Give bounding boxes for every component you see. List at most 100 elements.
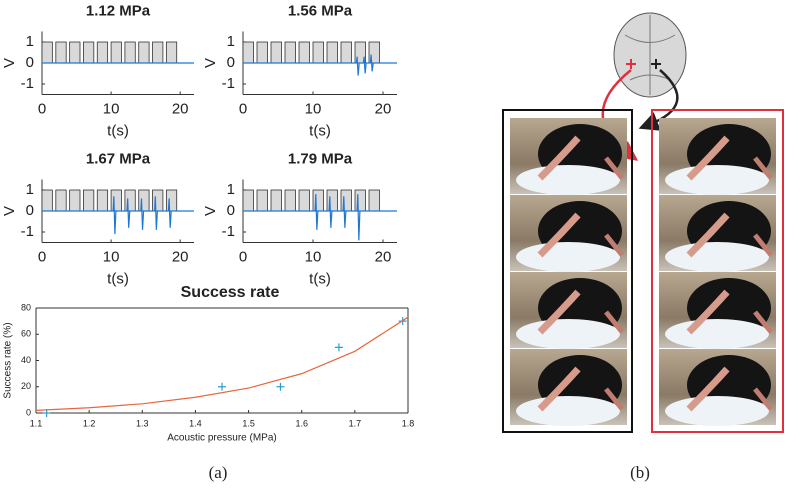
photo bbox=[510, 195, 627, 272]
y-tick-label: 1 bbox=[227, 33, 235, 50]
y-tick-label: 1 bbox=[26, 33, 34, 50]
x-tick-label: 1.4 bbox=[189, 418, 202, 428]
pulse bbox=[312, 41, 324, 64]
y-tick-label: -1 bbox=[21, 75, 34, 92]
x-tick-label: 10 bbox=[305, 100, 322, 117]
pulse bbox=[96, 41, 109, 64]
pulse bbox=[270, 189, 282, 212]
pulse bbox=[110, 189, 122, 212]
x-axis-label: t(s) bbox=[107, 270, 129, 287]
y-tick-label: 40 bbox=[21, 355, 31, 365]
brain-detail bbox=[624, 15, 676, 95]
x-tick-label: 1.8 bbox=[402, 418, 415, 428]
pulse bbox=[340, 41, 352, 64]
caption: (b) bbox=[630, 463, 650, 482]
panel-b bbox=[502, 12, 784, 433]
pulse bbox=[83, 41, 95, 64]
x-tick-label: 20 bbox=[375, 100, 392, 117]
y-tick-label: 0 bbox=[26, 54, 34, 71]
pulse bbox=[138, 41, 150, 64]
y-tick-label: 20 bbox=[21, 381, 31, 391]
pulse bbox=[326, 189, 338, 212]
chart-title: 1.56 MPa bbox=[288, 2, 353, 19]
y-tick-label: 1 bbox=[227, 181, 235, 198]
x-tick-label: 1.3 bbox=[136, 418, 149, 428]
emg-trace bbox=[42, 196, 194, 235]
pulse bbox=[242, 41, 254, 64]
caption: (a) bbox=[209, 463, 228, 482]
photo bbox=[659, 118, 776, 195]
photo bbox=[659, 349, 776, 426]
x-tick-label: 20 bbox=[172, 100, 189, 117]
y-tick-label: -1 bbox=[222, 75, 235, 92]
pulse bbox=[256, 41, 268, 64]
y-axis-label: V bbox=[1, 58, 18, 68]
pulse bbox=[242, 189, 254, 212]
right-target bbox=[651, 59, 661, 69]
y-tick-label: 0 bbox=[227, 202, 235, 219]
pulse bbox=[41, 189, 53, 212]
pulse bbox=[284, 189, 296, 212]
x-tick-label: 1.1 bbox=[30, 418, 43, 428]
stim-frame bbox=[651, 109, 784, 433]
x-tick-label: 0 bbox=[239, 248, 247, 265]
pulse bbox=[124, 41, 136, 64]
pulse bbox=[340, 189, 352, 212]
chart-title: 1.79 MPa bbox=[288, 150, 353, 167]
chart-title: 1.12 MPa bbox=[86, 2, 151, 19]
photo bbox=[659, 272, 776, 349]
pulse bbox=[83, 189, 95, 212]
pulse bbox=[41, 41, 53, 64]
x-tick-label: 1.5 bbox=[242, 418, 255, 428]
y-tick-label: 0 bbox=[227, 54, 235, 71]
arrow-black bbox=[638, 69, 679, 131]
fit-line bbox=[35, 316, 409, 411]
y-axis-label: V bbox=[202, 206, 219, 216]
y-tick-label: -1 bbox=[21, 223, 34, 240]
photo bbox=[510, 118, 627, 195]
pulse bbox=[124, 189, 136, 212]
photo bbox=[659, 195, 776, 272]
left-target bbox=[626, 59, 636, 69]
y-tick-label: 60 bbox=[21, 329, 31, 339]
pulse bbox=[326, 41, 338, 64]
y-axis-label: V bbox=[1, 206, 18, 216]
pulse bbox=[69, 41, 81, 64]
pulse bbox=[138, 189, 150, 212]
x-tick-label: 20 bbox=[172, 248, 189, 265]
pulse bbox=[354, 189, 366, 212]
pulse bbox=[165, 189, 178, 212]
x-tick-label: 1.2 bbox=[83, 418, 96, 428]
x-axis-label: t(s) bbox=[309, 122, 331, 139]
x-tick-label: 20 bbox=[375, 248, 392, 265]
x-tick-label: 10 bbox=[305, 248, 322, 265]
x-axis-label: t(s) bbox=[107, 122, 129, 139]
pulse bbox=[298, 189, 310, 212]
photo bbox=[510, 349, 627, 426]
x-tick-label: 10 bbox=[103, 100, 120, 117]
x-axis-label: Acoustic pressure (MPa) bbox=[167, 433, 276, 444]
pulse bbox=[55, 189, 67, 212]
photo bbox=[510, 272, 627, 349]
pulse bbox=[110, 41, 122, 64]
x-tick-label: 0 bbox=[38, 100, 46, 117]
point bbox=[276, 382, 285, 391]
pulse bbox=[284, 41, 296, 64]
pulse bbox=[368, 189, 380, 212]
control-frame bbox=[502, 109, 633, 433]
x-tick-label: 1.6 bbox=[295, 418, 308, 428]
pulse bbox=[256, 189, 268, 212]
y-tick-label: 1 bbox=[26, 181, 34, 198]
pulse bbox=[152, 41, 164, 64]
point bbox=[334, 343, 343, 352]
x-tick-label: 10 bbox=[103, 248, 120, 265]
y-tick-label: -1 bbox=[222, 223, 235, 240]
pulse bbox=[69, 189, 81, 212]
pulse bbox=[270, 41, 282, 64]
pulse bbox=[55, 41, 67, 64]
emg-trace bbox=[243, 54, 397, 76]
emg-trace bbox=[243, 194, 397, 241]
chart-title: 1.67 MPa bbox=[86, 150, 151, 167]
chart-title: Success rate bbox=[181, 284, 280, 301]
